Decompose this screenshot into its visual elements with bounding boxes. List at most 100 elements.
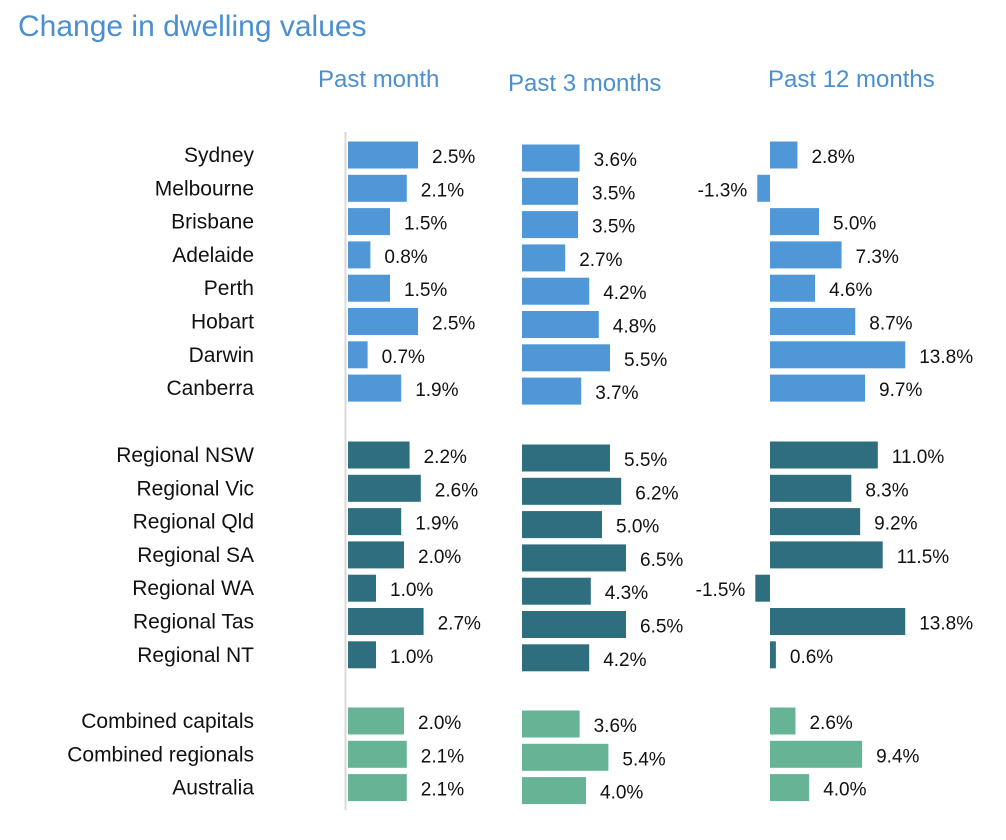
data-label: 8.3%	[865, 480, 908, 501]
category-label: Adelaide	[172, 244, 254, 267]
data-label: 3.5%	[592, 217, 635, 238]
category-label: Regional Tas	[133, 611, 254, 634]
bar-regional-vic-past-month	[348, 474, 421, 502]
bar-regional-tas-past-12-months	[770, 608, 906, 635]
category-label: Combined capitals	[81, 710, 254, 733]
category-label: Regional Vic	[136, 477, 254, 500]
bar-brisbane-past-12-months	[770, 208, 819, 236]
data-label: 1.5%	[404, 214, 447, 235]
data-label: 2.5%	[432, 147, 475, 168]
bar-regional-qld-past-12-months	[770, 508, 861, 536]
bar-sydney-past-12-months	[770, 141, 798, 169]
category-label: Regional NT	[137, 644, 254, 667]
data-label: 2.7%	[579, 250, 622, 271]
bar-combined-capitals-past-12-months	[770, 707, 796, 735]
category-label: Regional WA	[132, 577, 254, 600]
bar-brisbane-past-3-months	[522, 211, 578, 239]
category-label: Melbourne	[155, 177, 254, 200]
bar-regional-tas-past-3-months	[522, 611, 626, 638]
category-label: Regional NSW	[116, 444, 254, 467]
data-label: 6.2%	[635, 483, 678, 504]
bar-adelaide-past-12-months	[770, 241, 842, 269]
data-label: -1.3%	[698, 180, 748, 201]
data-label: 2.7%	[438, 614, 481, 635]
bar-darwin-past-month	[348, 341, 368, 369]
data-label: 11.0%	[892, 447, 945, 468]
bar-perth-past-month	[348, 274, 390, 302]
bar-australia-past-12-months	[770, 774, 810, 802]
panel-header-past-12-months: Past 12 months	[768, 66, 935, 93]
data-label: 0.7%	[382, 347, 425, 368]
bar-perth-past-12-months	[770, 274, 816, 302]
data-label: 1.9%	[415, 514, 458, 535]
data-label: 4.3%	[605, 583, 648, 604]
category-label: Combined regionals	[67, 743, 254, 766]
panel-header-past-3-months: Past 3 months	[508, 70, 662, 97]
bar-combined-capitals-past-3-months	[522, 710, 580, 738]
data-label: 6.5%	[640, 617, 683, 638]
category-label: Perth	[204, 277, 254, 300]
data-label: 2.1%	[421, 780, 464, 801]
category-label: Australia	[172, 777, 254, 800]
data-label: 2.5%	[432, 314, 475, 335]
data-label: 5.0%	[616, 517, 659, 538]
data-label: 1.0%	[390, 580, 433, 601]
data-label: 8.7%	[869, 314, 912, 335]
data-label: 4.2%	[603, 650, 646, 671]
data-label: 5.5%	[624, 450, 667, 471]
bar-melbourne-past-month	[348, 174, 407, 202]
data-label: 2.1%	[421, 180, 464, 201]
data-label: 4.8%	[613, 317, 656, 338]
bar-darwin-past-3-months	[522, 344, 610, 372]
bar-regional-wa-past-12-months	[755, 574, 770, 602]
bar-regional-sa-past-month	[348, 541, 404, 569]
data-label: 6.5%	[640, 550, 683, 571]
bar-sydney-past-month	[348, 141, 418, 169]
data-label: 2.0%	[418, 547, 461, 568]
category-label: Sydney	[184, 144, 255, 167]
bar-brisbane-past-month	[348, 208, 390, 236]
bar-darwin-past-12-months	[770, 341, 906, 369]
category-label: Canberra	[166, 377, 254, 400]
bar-combined-regionals-past-3-months	[522, 743, 609, 771]
bar-combined-regionals-past-month	[348, 740, 407, 768]
data-label: 5.4%	[622, 749, 665, 770]
bar-regional-wa-past-3-months	[522, 577, 591, 605]
bar-regional-sa-past-12-months	[770, 541, 883, 569]
bar-hobart-past-12-months	[770, 308, 856, 335]
data-label: 4.6%	[829, 280, 872, 301]
bar-canberra-past-12-months	[770, 374, 866, 402]
bar-regional-qld-past-month	[348, 508, 402, 536]
data-label: 5.0%	[833, 214, 876, 235]
bar-hobart-past-month	[348, 308, 418, 335]
data-label: -1.5%	[696, 580, 746, 601]
data-label: 4.0%	[600, 783, 643, 804]
panel-header-past-month: Past month	[318, 66, 440, 93]
data-label: 3.6%	[594, 716, 637, 737]
bar-regional-nt-past-month	[348, 641, 376, 669]
bar-australia-past-month	[348, 774, 407, 802]
data-label: 2.1%	[421, 746, 464, 767]
bar-canberra-past-month	[348, 374, 402, 402]
bar-regional-vic-past-3-months	[522, 477, 622, 505]
category-label: Hobart	[191, 311, 254, 334]
bar-adelaide-past-3-months	[522, 244, 566, 272]
bar-perth-past-3-months	[522, 277, 590, 305]
data-label: 13.8%	[919, 614, 973, 635]
bar-adelaide-past-month	[348, 241, 371, 269]
bar-regional-nt-past-3-months	[522, 644, 590, 672]
data-label: 1.0%	[390, 647, 433, 668]
bar-combined-capitals-past-month	[348, 707, 404, 735]
bar-australia-past-3-months	[522, 777, 586, 805]
data-label: 2.6%	[809, 713, 852, 734]
bar-melbourne-past-12-months	[757, 174, 770, 202]
data-label: 4.0%	[823, 780, 866, 801]
data-label: 9.4%	[876, 746, 919, 767]
data-label: 2.8%	[811, 147, 854, 168]
data-label: 3.7%	[595, 383, 638, 404]
data-label: 5.5%	[624, 350, 667, 371]
data-label: 3.6%	[594, 150, 637, 171]
data-label: 4.2%	[603, 283, 646, 304]
bar-hobart-past-3-months	[522, 311, 599, 338]
